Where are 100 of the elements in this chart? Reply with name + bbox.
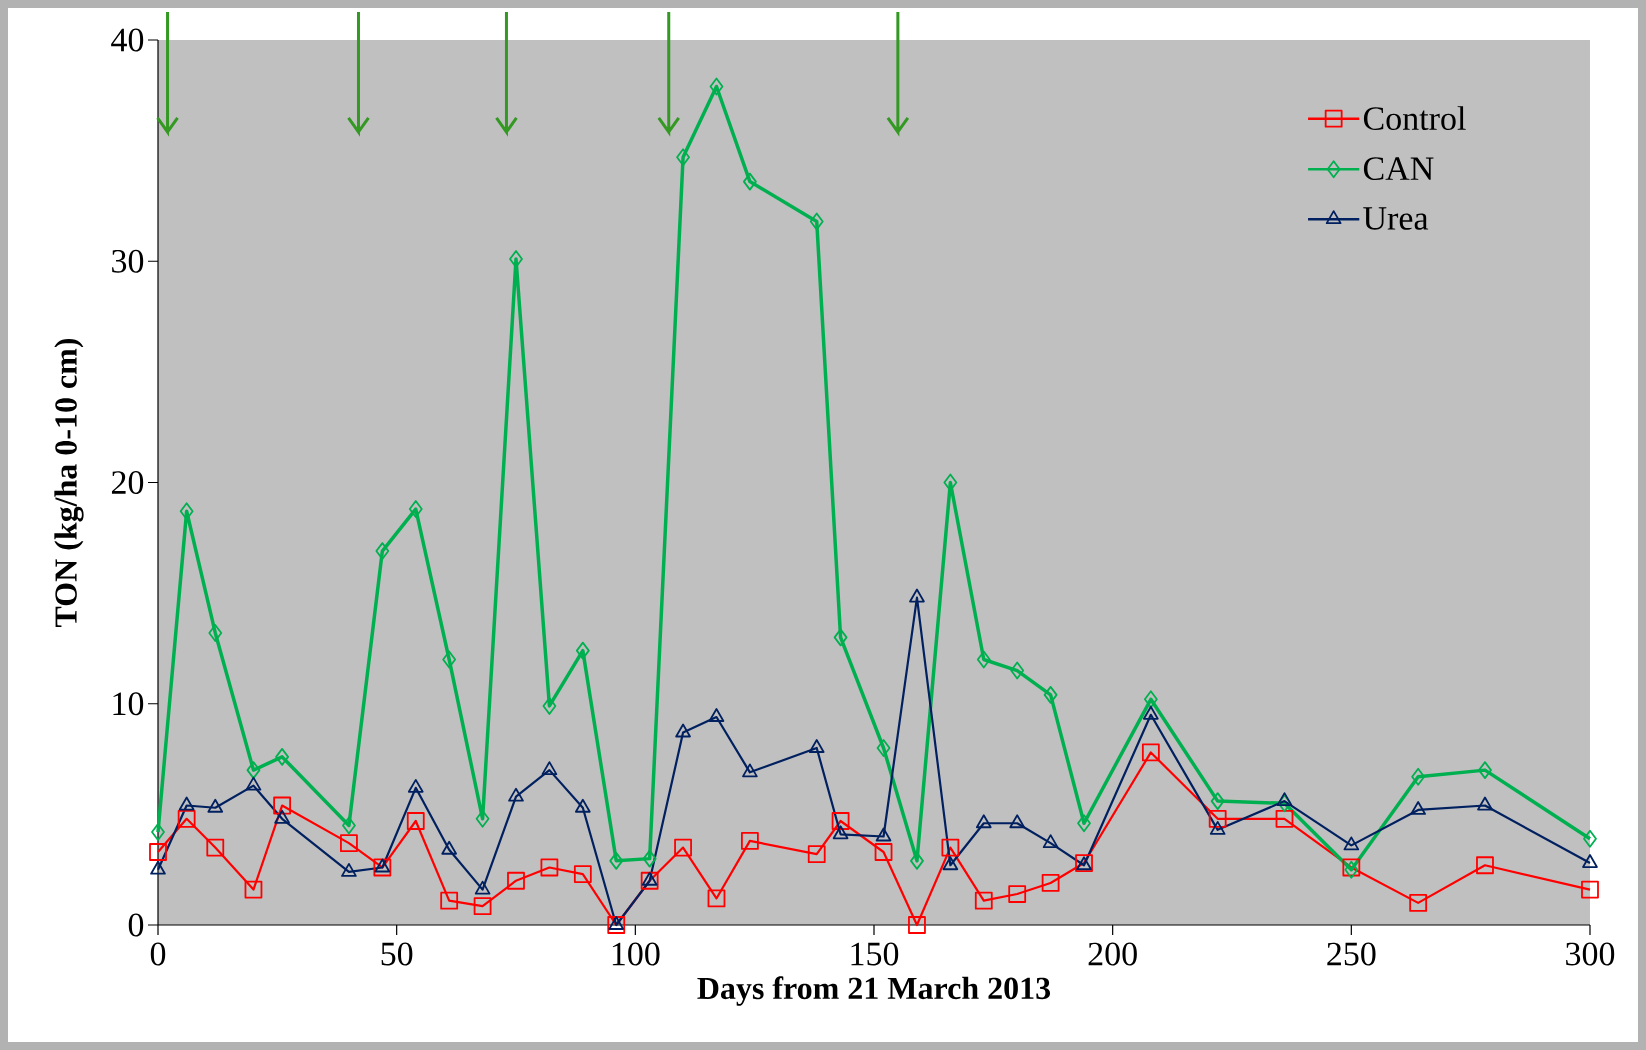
point (1008, 885, 1027, 903)
point (832, 825, 849, 840)
point (1476, 856, 1494, 875)
point (974, 891, 993, 910)
legend-label: Control (1363, 106, 1466, 131)
x-tick-label: 50 (381, 942, 413, 966)
point (1343, 836, 1360, 851)
point (1477, 796, 1493, 811)
point (642, 849, 657, 868)
point (342, 816, 356, 835)
x-tick-label: 300 (1566, 942, 1615, 966)
point (1043, 686, 1058, 704)
point (1409, 893, 1428, 912)
point (607, 916, 626, 934)
point (541, 761, 558, 776)
point (341, 863, 357, 877)
point (1276, 792, 1293, 806)
point (807, 845, 826, 864)
point (474, 880, 491, 895)
legend-label: CAN (1363, 157, 1434, 181)
point (674, 838, 692, 857)
point (742, 763, 758, 778)
point (1275, 809, 1294, 828)
point (1581, 880, 1599, 899)
point (975, 814, 992, 829)
point (1143, 705, 1159, 720)
point (441, 840, 457, 855)
point (244, 880, 263, 899)
legend-label: Urea (1363, 207, 1429, 230)
point (150, 860, 166, 875)
point (542, 697, 557, 715)
point (273, 796, 292, 815)
point (942, 856, 959, 871)
point (608, 916, 625, 930)
point (375, 542, 390, 560)
point (941, 838, 960, 857)
point (707, 889, 726, 908)
point (874, 843, 893, 861)
point (1208, 809, 1227, 828)
point (1583, 829, 1597, 848)
point (408, 500, 423, 518)
point (374, 858, 391, 873)
point (442, 650, 457, 669)
point (1478, 761, 1492, 780)
point (407, 778, 424, 793)
point (507, 871, 525, 890)
y-tick-label: 20 (111, 471, 144, 494)
point (1210, 792, 1225, 810)
point (575, 641, 590, 660)
point (808, 739, 825, 753)
point (540, 858, 559, 877)
point (675, 723, 691, 738)
point (151, 823, 165, 841)
point (1582, 854, 1598, 868)
point (575, 798, 591, 813)
point (475, 809, 490, 828)
x-tick-label: 250 (1327, 942, 1376, 966)
point (609, 851, 624, 870)
x-tick-label: 100 (612, 942, 660, 966)
point (508, 787, 524, 802)
point (1009, 814, 1026, 829)
point (473, 897, 492, 916)
point (177, 809, 196, 828)
point (207, 798, 224, 813)
x-tick-label: 200 (1088, 942, 1137, 966)
point (406, 812, 425, 830)
y-tick-label: 30 (112, 249, 144, 273)
point (708, 708, 725, 722)
point (1042, 834, 1059, 849)
y-tick-label: 0 (128, 913, 144, 937)
point (876, 739, 891, 757)
point (208, 624, 223, 642)
point (206, 838, 225, 857)
point (875, 827, 892, 842)
y-tick-label: 40 (111, 28, 144, 52)
x-tick-label: 0 (150, 942, 166, 966)
point (833, 628, 848, 647)
point (976, 650, 991, 669)
y-axis-title: TON (kg/ha 0-10 cm) (54, 338, 84, 628)
y-tick-label: 10 (113, 692, 144, 716)
point (908, 916, 926, 934)
point (373, 858, 392, 877)
point (1077, 814, 1091, 833)
point (1410, 801, 1426, 815)
point (340, 834, 358, 853)
point (641, 871, 658, 886)
point (709, 77, 724, 96)
point (909, 588, 925, 603)
x-axis-title: Days from 21 March 2013 (697, 976, 1051, 1006)
point (831, 812, 850, 830)
point (440, 891, 459, 910)
point (178, 796, 195, 811)
point (640, 871, 659, 890)
point (809, 212, 824, 231)
point (274, 809, 290, 824)
point (1010, 661, 1025, 680)
point (676, 148, 690, 167)
point (742, 172, 757, 191)
point (1143, 690, 1158, 709)
point (1041, 874, 1060, 892)
